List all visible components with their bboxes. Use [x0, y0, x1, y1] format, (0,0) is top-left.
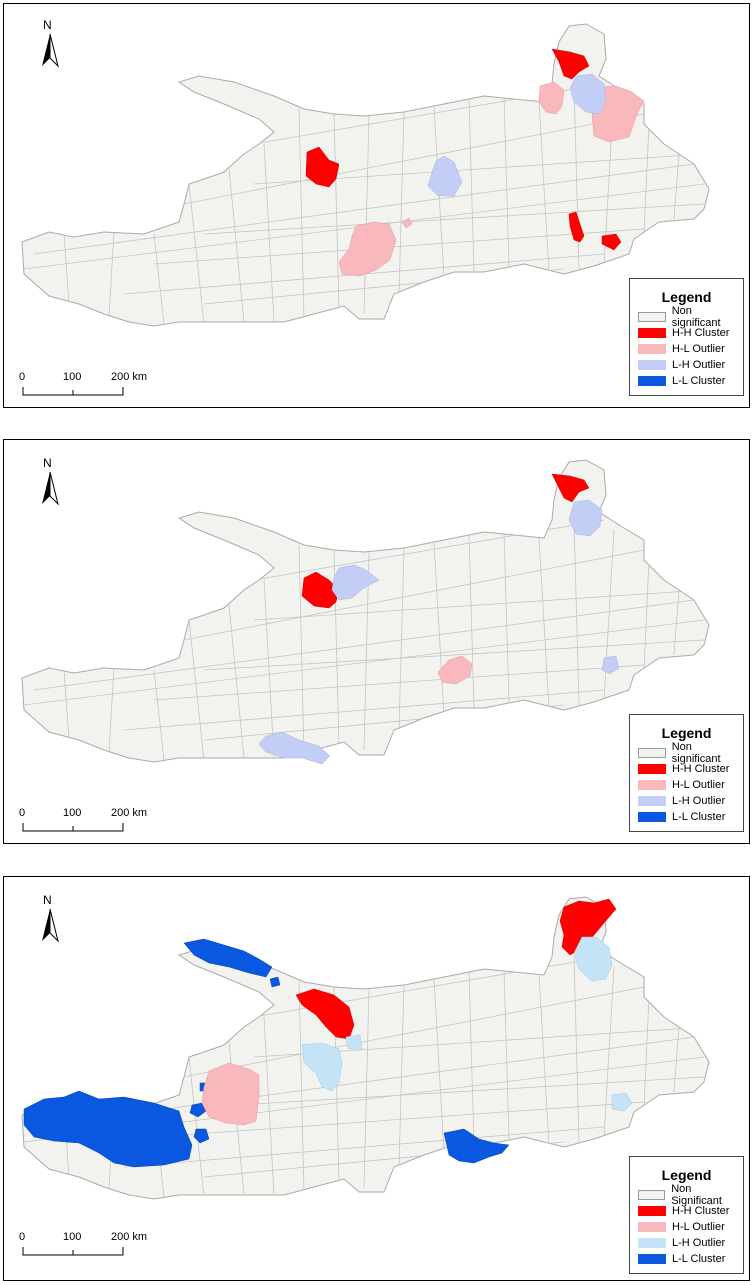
hh-cluster-regions: [295, 898, 617, 1040]
lh-outlier-regions: [258, 499, 620, 765]
scale-label-200: 200 km: [111, 371, 148, 383]
scale-label-100: 100: [63, 371, 82, 383]
north-arrow: N: [39, 893, 61, 943]
north-label: N: [43, 18, 52, 32]
legend-item-non-significant: Non Significant: [638, 1183, 743, 1207]
north-arrow-icon: [42, 33, 59, 68]
scale-bar: 0 100 200 km: [19, 807, 169, 835]
north-label: N: [43, 893, 52, 907]
region-outline: [21, 459, 710, 763]
region-map-1: [21, 23, 710, 327]
legend-title: Legend: [661, 1167, 712, 1183]
scale-label-100: 100: [63, 807, 82, 819]
hl-outlier-regions: [201, 1062, 260, 1126]
legend-3: Legend Non Significant H-H Cluster H-L O…: [629, 1156, 744, 1274]
legend-item-ll-cluster: L-L Cluster: [638, 373, 743, 389]
legend-item-ll-cluster: L-L Cluster: [638, 809, 743, 825]
scale-label-0: 0: [19, 1231, 26, 1243]
legend-item-ll-cluster: L-L Cluster: [638, 1251, 743, 1267]
legend-title: Legend: [661, 725, 712, 741]
legend-item-lh-outlier: L-H Outlier: [638, 1235, 743, 1251]
legend-item-non-significant: Non significant: [638, 305, 743, 329]
legend-1: Legend Non significant H-H Cluster H-L O…: [629, 278, 744, 396]
scale-label-0: 0: [19, 807, 26, 819]
hh-cluster-regions: [301, 473, 590, 609]
north-arrow: N: [39, 18, 61, 68]
north-label: N: [43, 456, 52, 470]
region-map-2: [21, 459, 710, 765]
scale-label-100: 100: [63, 1231, 82, 1243]
ll-cluster-regions: [23, 938, 510, 1168]
legend-item-hh-cluster: H-H Cluster: [638, 325, 743, 341]
legend-item-hh-cluster: H-H Cluster: [638, 1203, 743, 1219]
scale-bar: 0 100 200 km: [19, 1231, 169, 1259]
scale-label-0: 0: [19, 371, 26, 383]
legend-item-hl-outlier: H-L Outlier: [638, 1219, 743, 1235]
legend-2: Legend Non significant H-H Cluster H-L O…: [629, 714, 744, 832]
scale-bar-line: [22, 387, 124, 396]
map-panel-3: N 0 100 200 km Legend Non Significant H-…: [3, 876, 750, 1281]
north-arrow: N: [39, 456, 61, 506]
north-arrow-icon: [42, 908, 59, 943]
scale-label-200: 200 km: [111, 1231, 148, 1243]
north-arrow-icon: [42, 471, 59, 506]
region-outline: [21, 23, 710, 327]
hh-cluster-regions: [305, 48, 622, 251]
scale-bar-line: [22, 823, 124, 832]
region-map-3: [21, 896, 710, 1200]
lh-outlier-regions: [427, 73, 607, 197]
legend-title: Legend: [661, 289, 712, 305]
map-panel-2: N 0 100 200 km Legend Non significant H-…: [3, 439, 750, 844]
legend-item-hl-outlier: H-L Outlier: [638, 341, 743, 357]
scale-bar: 0 100 200 km: [19, 371, 169, 399]
legend-item-hl-outlier: H-L Outlier: [638, 777, 743, 793]
legend-item-lh-outlier: L-H Outlier: [638, 793, 743, 809]
scale-label-200: 200 km: [111, 807, 148, 819]
map-panel-1: N 0 100 200 km Legend Non significant H-…: [3, 3, 750, 408]
hl-outlier-regions: [437, 655, 473, 685]
lh-outlier-regions: [301, 936, 633, 1112]
legend-item-lh-outlier: L-H Outlier: [638, 357, 743, 373]
legend-item-non-significant: Non significant: [638, 741, 743, 765]
legend-item-hh-cluster: H-H Cluster: [638, 761, 743, 777]
scale-bar-line: [22, 1247, 124, 1256]
